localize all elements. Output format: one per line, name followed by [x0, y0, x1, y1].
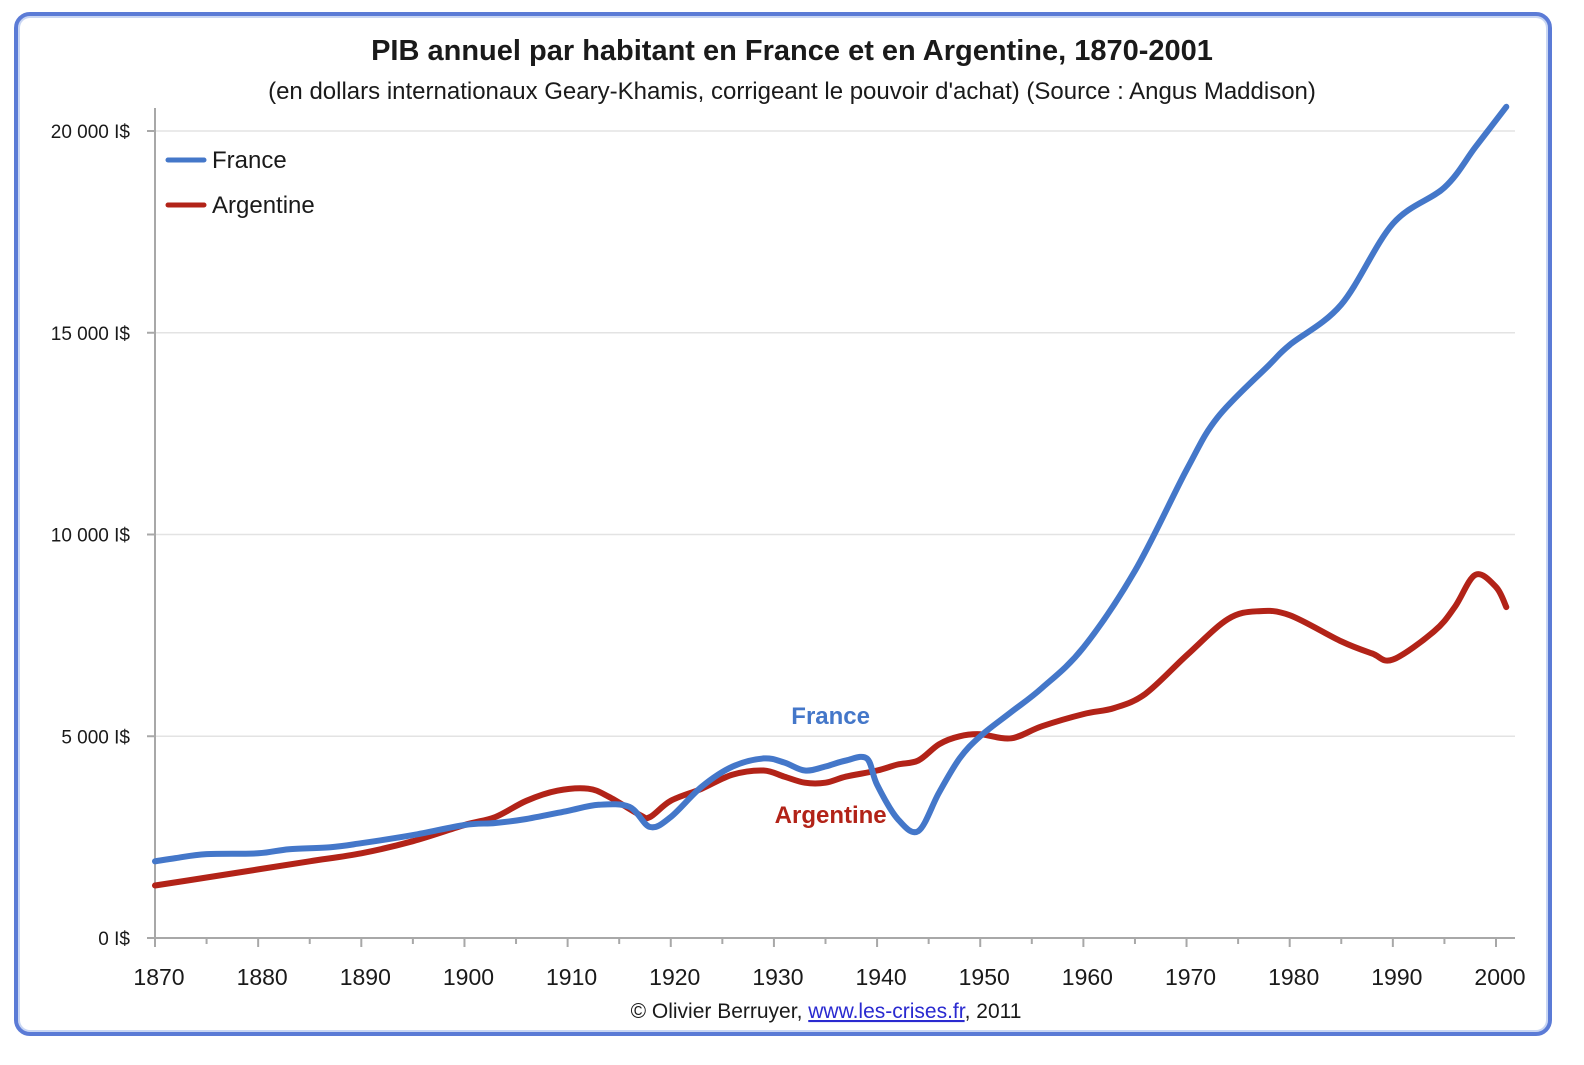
- credit-prefix: © Olivier Berruyer,: [631, 1000, 809, 1023]
- annotation-label: Argentine: [775, 802, 887, 829]
- y-tick-label: 20 000 I$: [51, 122, 131, 143]
- series-line-france: [152, 103, 1510, 865]
- y-tick-label: 15 000 I$: [51, 324, 131, 345]
- grid-lines: [147, 130, 1515, 947]
- annotation-label: France: [791, 703, 870, 730]
- legend: France Argentine: [165, 147, 315, 219]
- x-tick-label: 1880: [237, 964, 288, 990]
- axes: [154, 108, 1515, 939]
- y-tick-label: 0 I$: [98, 929, 130, 950]
- x-tick-label: 1950: [959, 964, 1010, 990]
- x-tick-label: 1920: [649, 964, 700, 990]
- x-tick-label: 1980: [1268, 964, 1319, 990]
- x-tick-label: 2000: [1474, 964, 1525, 990]
- y-tick-label: 10 000 I$: [51, 526, 131, 547]
- annotations: France Argentine: [775, 703, 887, 829]
- credit-suffix: , 2011: [965, 1000, 1022, 1023]
- x-tick-label: 1990: [1371, 964, 1422, 990]
- x-tick-label: 1930: [752, 964, 803, 990]
- legend-label-argentine: Argentine: [212, 192, 315, 219]
- series-line-argentine: [152, 571, 1510, 889]
- x-tick-label: 1900: [443, 964, 494, 990]
- credit-line: © Olivier Berruyer, www.les-crises.fr, 2…: [631, 1000, 1022, 1023]
- y-tick-label: 5 000 I$: [61, 727, 130, 748]
- y-tick-labels: 0 I$ 5 000 I$ 10 000 I$ 15 000 I$ 20 000 I$: [51, 122, 131, 950]
- x-tick-label: 1890: [340, 964, 391, 990]
- x-tick-label: 1970: [1165, 964, 1216, 990]
- chart-title: PIB annuel par habitant en France et en …: [371, 35, 1213, 67]
- x-tick-labels: 1870 1880 1890 1900 1910 1920 1930 1940 1950 1960…: [133, 964, 1525, 990]
- x-tick-label: 1940: [855, 964, 906, 990]
- chart-subtitle: (en dollars internationaux Geary-Khamis,…: [268, 78, 1316, 105]
- series-lines: [152, 103, 1510, 889]
- credit-link[interactable]: www.les-crises.fr: [807, 1000, 966, 1023]
- x-tick-label: 1870: [133, 964, 184, 990]
- x-tick-label: 1960: [1062, 964, 1113, 990]
- legend-label-france: France: [212, 147, 287, 174]
- x-tick-label: 1910: [546, 964, 597, 990]
